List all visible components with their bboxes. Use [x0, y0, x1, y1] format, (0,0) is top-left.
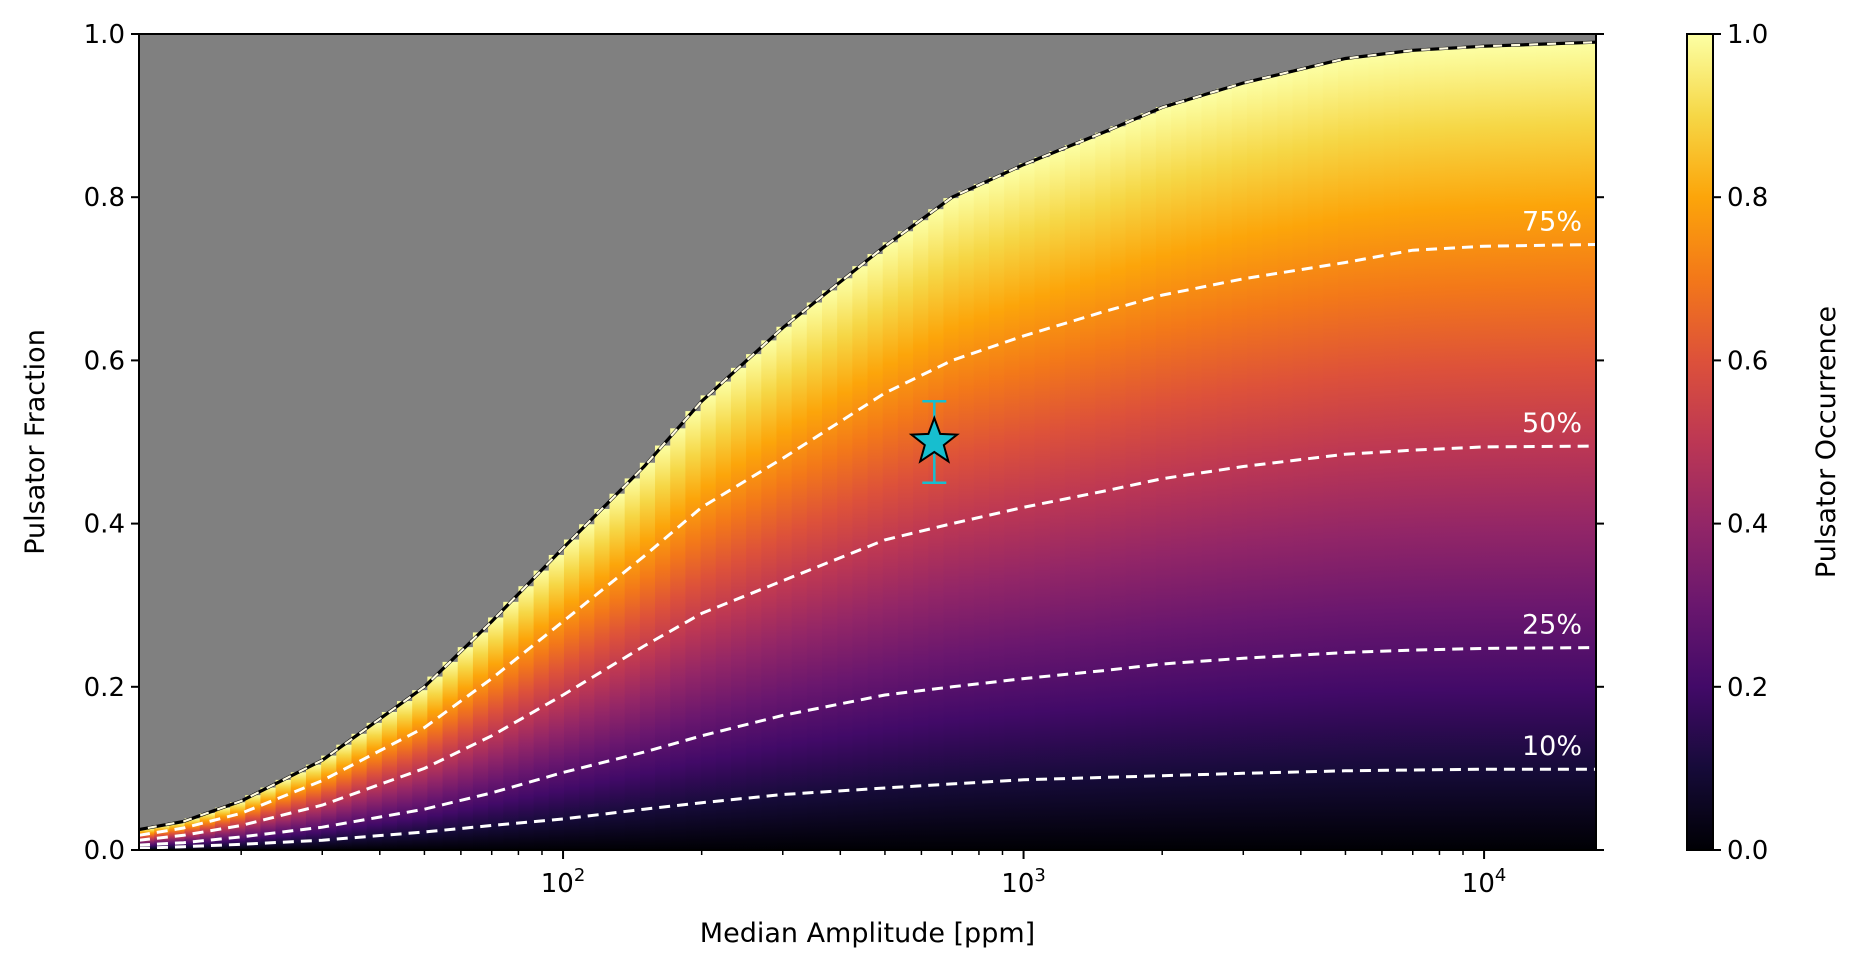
occurrence-column — [655, 445, 671, 850]
occurrence-column — [609, 493, 626, 850]
occurrence-column — [518, 586, 535, 850]
occurrence-column — [472, 632, 489, 850]
occurrence-column — [761, 340, 778, 850]
occurrence-column — [321, 755, 337, 850]
y-tick-label: 0.6 — [84, 346, 125, 376]
y-tick-label: 0.8 — [84, 183, 125, 213]
colorbar-tick-label: 0.2 — [1727, 673, 1768, 703]
occurrence-column — [913, 220, 929, 850]
contour-10-pct — [138, 767, 1596, 850]
occurrence-column — [670, 428, 686, 850]
y-axis-label: Pulsator Fraction — [20, 329, 51, 555]
occurrence-column — [457, 647, 474, 850]
colorbar-gradient — [1686, 33, 1714, 851]
colorbar-tick-label: 0.8 — [1727, 183, 1768, 213]
colorbar-tick-label: 0.4 — [1727, 510, 1768, 540]
occurrence-column — [579, 524, 595, 850]
occurrence-column — [791, 314, 808, 850]
occurrence-column — [897, 231, 914, 851]
x-axis-label: Median Amplitude [ppm] — [700, 918, 1035, 949]
contour-25-pct — [138, 646, 1597, 847]
occurrence-column — [852, 266, 869, 850]
contour-label-50-pct: 50% — [1522, 408, 1582, 439]
occurrence-column — [821, 290, 838, 850]
occurrence-column — [867, 254, 884, 850]
y-tick-label: 1.0 — [84, 20, 125, 50]
occurrence-column — [594, 508, 611, 850]
y-tick-label: 0.0 — [84, 836, 125, 866]
occurrence-column — [624, 478, 641, 850]
occurrence-column — [503, 601, 520, 850]
contour-label-10-pct: 10% — [1522, 731, 1582, 762]
occurrence-column — [746, 354, 762, 850]
colorbar: 0.0 0.2 0.4 0.6 0.8 1.0 — [1686, 20, 1768, 866]
colorbar-tick-label: 0.6 — [1727, 346, 1768, 376]
star-marker — [908, 415, 960, 464]
occurrence-column — [563, 539, 580, 850]
colorbar-tick-label: 1.0 — [1727, 20, 1768, 50]
contour-75-pct — [138, 243, 1597, 837]
contour-label-25-pct: 25% — [1522, 610, 1582, 641]
x-tick-label: 103 — [1001, 865, 1046, 899]
plot-frame — [138, 33, 1597, 851]
occurrence-column — [806, 302, 823, 850]
contour-label-75-pct: 75% — [1522, 207, 1582, 238]
colorbar-label: Pulsator Occurrence — [1811, 306, 1842, 578]
boundary-line-dash — [138, 41, 1597, 831]
occurrence-column — [715, 381, 732, 850]
occurrence-column — [928, 209, 944, 850]
colorbar-tick-label: 0.0 — [1727, 836, 1768, 866]
occurrence-column — [639, 462, 656, 850]
contour-50-pct — [138, 444, 1597, 842]
occurrence-column — [488, 617, 504, 850]
occurrence-column — [837, 278, 853, 850]
occurrence-column — [685, 411, 702, 850]
occurrence-column — [776, 326, 793, 850]
x-tick-label: 104 — [1462, 865, 1507, 899]
x-tick-label: 102 — [541, 865, 586, 899]
occurrence-column — [700, 395, 717, 850]
occurrence-column — [730, 367, 747, 850]
plot-area: 75% 50% 25% 10% 0.0 0.2 0.4 0.6 0.8 1.0 102 103 104 — [84, 20, 1604, 899]
y-tick-label: 0.4 — [84, 510, 125, 540]
occurrence-column — [882, 242, 899, 850]
y-tick-label: 0.2 — [84, 673, 125, 703]
occurrence-column — [336, 744, 353, 850]
